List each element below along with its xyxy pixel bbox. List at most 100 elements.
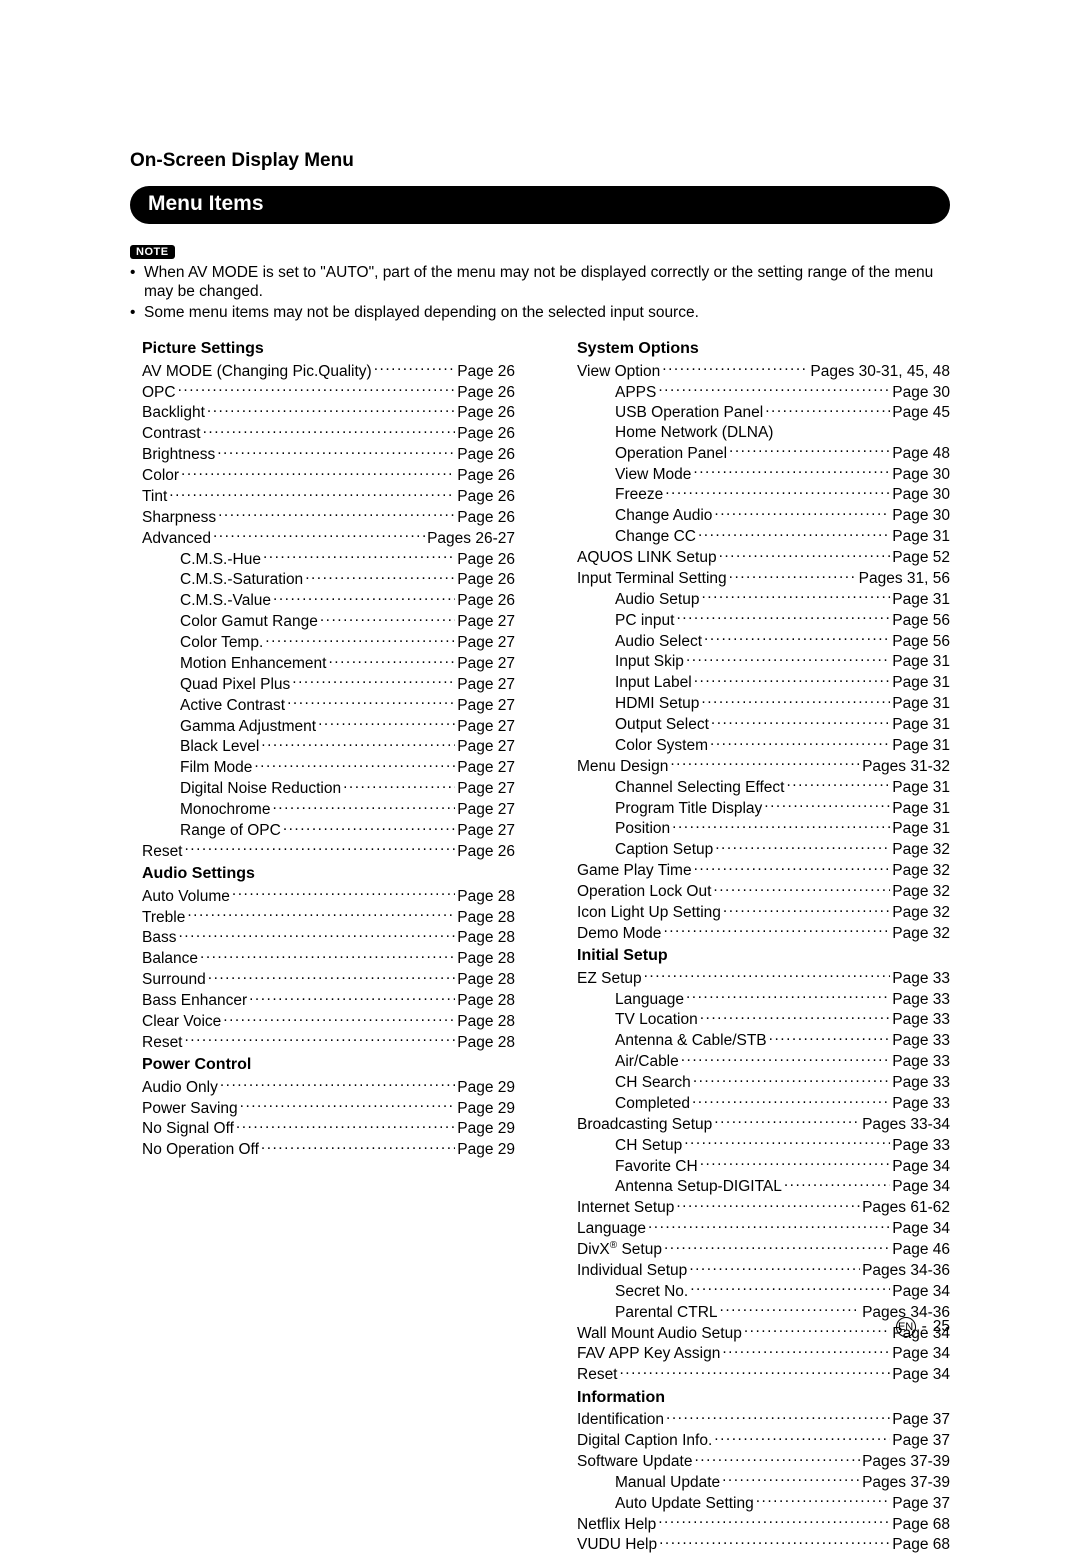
toc-label: Audio Select — [615, 632, 702, 651]
toc-row: Antenna & Cable/STBPage 33 — [565, 1030, 950, 1051]
toc-row: AQUOS LINK SetupPage 52 — [565, 547, 950, 568]
toc-leader-dots — [283, 819, 455, 835]
toc-page-ref: Page 33 — [892, 969, 950, 988]
toc-leader-dots — [700, 1155, 891, 1171]
toc-label: Audio Only — [142, 1078, 218, 1097]
toc-page-ref: Pages 30-31, 45, 48 — [810, 362, 950, 381]
toc-leader-dots — [207, 402, 455, 418]
toc-row: EZ SetupPage 33 — [565, 967, 950, 988]
toc-row: ColorPage 26 — [130, 465, 515, 486]
toc-row: USB Operation PanelPage 45 — [565, 402, 950, 423]
toc-label: AV MODE (Changing Pic.Quality) — [142, 362, 372, 381]
toc-label: TV Location — [615, 1010, 698, 1029]
toc-row: Bass EnhancerPage 28 — [130, 990, 515, 1011]
toc-row: Film ModePage 27 — [130, 757, 515, 778]
menu-items-banner: Menu Items — [130, 186, 950, 224]
toc-label: Auto Update Setting — [615, 1494, 754, 1513]
toc-row: FAV APP Key AssignPage 34 — [565, 1343, 950, 1364]
toc-label: Language — [577, 1219, 646, 1238]
toc-row: ResetPage 34 — [565, 1364, 950, 1385]
toc-page-ref: Page 31 — [892, 819, 950, 838]
toc-row: Input SkipPage 31 — [565, 651, 950, 672]
toc-row: Netflix HelpPage 68 — [565, 1513, 950, 1534]
toc-leader-dots — [756, 1492, 891, 1508]
toc-page-ref: Page 34 — [892, 1157, 950, 1176]
toc-label: Operation Lock Out — [577, 882, 711, 901]
toc-leader-dots — [689, 1259, 860, 1275]
toc-row: Input Terminal SettingPages 31, 56 — [565, 567, 950, 588]
toc-leader-dots — [249, 990, 455, 1006]
toc-page-ref: Pages 37-39 — [862, 1452, 950, 1471]
toc-page-ref: Page 52 — [892, 548, 950, 567]
toc-row: Wall Mount Audio SetupPage 34 — [565, 1322, 950, 1343]
toc-row: Caption SetupPage 32 — [565, 839, 950, 860]
toc-label: Change CC — [615, 527, 696, 546]
toc-row: Air/CablePage 33 — [565, 1051, 950, 1072]
toc-page-ref: Page 46 — [892, 1240, 950, 1259]
toc-page-ref: Page 26 — [457, 466, 515, 485]
toc-leader-dots — [318, 715, 455, 731]
toc-label: Advanced — [142, 529, 211, 548]
toc-row: TreblePage 28 — [130, 906, 515, 927]
toc-label: Internet Setup — [577, 1198, 674, 1217]
toc-leader-dots — [684, 1134, 890, 1150]
toc-label: DivX® Setup — [577, 1240, 662, 1260]
toc-leader-dots — [701, 588, 890, 604]
toc-label: VUDU Help — [577, 1535, 657, 1554]
toc-label: Surround — [142, 970, 206, 989]
toc-leader-dots — [658, 1513, 890, 1529]
toc-page-ref: Page 32 — [892, 840, 950, 859]
toc-page-ref: Page 34 — [892, 1177, 950, 1196]
toc-row: Menu DesignPages 31-32 — [565, 755, 950, 776]
toc-page-ref: Page 31 — [892, 694, 950, 713]
toc-row: Favorite CHPage 34 — [565, 1155, 950, 1176]
toc-leader-dots — [769, 1030, 891, 1046]
toc-page-ref: Pages 31, 56 — [859, 569, 950, 588]
toc-label: HDMI Setup — [615, 694, 699, 713]
toc-row: Parental CTRLPages 34-36 — [565, 1301, 950, 1322]
toc-row: View ModePage 30 — [565, 463, 950, 484]
toc-leader-dots — [765, 402, 890, 418]
toc-row: ContrastPage 26 — [130, 423, 515, 444]
toc-leader-dots — [320, 611, 455, 627]
toc-row: Game Play TimePage 32 — [565, 860, 950, 881]
toc-leader-dots — [208, 969, 455, 985]
toc-leader-dots — [676, 609, 890, 625]
toc-page-ref: Page 32 — [892, 861, 950, 880]
toc-page-ref: Page 27 — [457, 779, 515, 798]
toc-page-ref: Page 37 — [892, 1410, 950, 1429]
toc-label: Backlight — [142, 403, 205, 422]
toc-row: AdvancedPages 26-27 — [130, 527, 515, 548]
toc-page-ref: Page 34 — [892, 1282, 950, 1301]
toc-group-heading: System Options — [577, 340, 950, 358]
toc-label: Reset — [577, 1365, 618, 1384]
toc-label: Secret No. — [615, 1282, 688, 1301]
toc-label: Icon Light Up Setting — [577, 903, 721, 922]
toc-row: SharpnessPage 26 — [130, 506, 515, 527]
toc-page-ref: Page 31 — [892, 778, 950, 797]
toc-label: Output Select — [615, 715, 709, 734]
toc-page-ref: Page 33 — [892, 1136, 950, 1155]
toc-label: Home Network (DLNA) — [615, 423, 773, 442]
toc-row: Antenna Setup-DIGITALPage 34 — [565, 1176, 950, 1197]
toc-group-heading: Audio Settings — [142, 865, 515, 883]
toc-page-ref: Page 28 — [457, 991, 515, 1010]
toc-page-ref: Page 28 — [457, 970, 515, 989]
toc-leader-dots — [720, 1301, 861, 1317]
toc-leader-dots — [663, 922, 890, 938]
toc-page-ref: Page 31 — [892, 736, 950, 755]
toc-row: C.M.S.-HuePage 26 — [130, 548, 515, 569]
toc-label: Color System — [615, 736, 708, 755]
toc-page-ref: Page 30 — [892, 506, 950, 525]
toc-page-ref: Pages 61-62 — [862, 1198, 950, 1217]
toc-leader-dots — [659, 1534, 890, 1550]
toc-leader-dots — [700, 1009, 891, 1025]
toc-label: Input Skip — [615, 652, 684, 671]
toc-label: Monochrome — [180, 800, 270, 819]
toc-leader-dots — [694, 1450, 860, 1466]
toc-label: Software Update — [577, 1452, 692, 1471]
toc-label: FAV APP Key Assign — [577, 1344, 720, 1363]
toc-label: APPS — [615, 383, 656, 402]
toc-row: Secret No. Page 34 — [565, 1280, 950, 1301]
toc-leader-dots — [265, 632, 455, 648]
